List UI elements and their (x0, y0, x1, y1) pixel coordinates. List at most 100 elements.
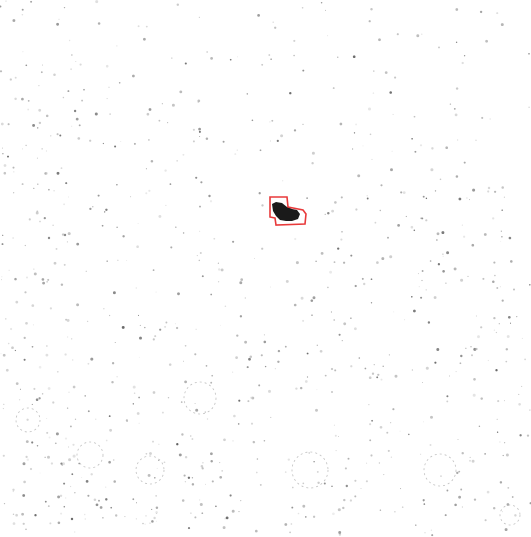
speckle (101, 224, 104, 227)
speckle (66, 407, 69, 409)
speckle (340, 196, 343, 199)
speckle (378, 38, 381, 42)
speckle (529, 284, 531, 286)
speckle (64, 353, 67, 356)
speckle (142, 522, 144, 525)
speckle (137, 314, 140, 316)
speckle (27, 99, 30, 102)
speckle (139, 324, 141, 326)
speckle (263, 334, 265, 336)
speckle (66, 241, 68, 243)
speckle (26, 276, 28, 279)
speckle (15, 382, 19, 385)
speckle (135, 518, 138, 520)
speckle (353, 132, 356, 134)
speckle (52, 224, 54, 226)
speckle (18, 399, 21, 401)
speckle (411, 369, 414, 371)
speckle (376, 376, 379, 379)
speckle (368, 376, 372, 380)
speckle (338, 533, 342, 536)
speckle (419, 144, 423, 147)
speckle (167, 122, 169, 124)
speckle (63, 203, 65, 206)
speckle (389, 91, 392, 94)
speckle (247, 400, 250, 403)
speckle (244, 340, 247, 344)
speckle (14, 349, 17, 352)
speckle (421, 270, 424, 272)
speckle (489, 118, 491, 120)
speckle (38, 365, 42, 369)
speckle (150, 159, 154, 163)
speckle (528, 106, 530, 109)
speckle (499, 481, 503, 484)
speckle (325, 9, 326, 11)
speckle (108, 86, 110, 88)
speckle (109, 428, 113, 432)
speckle (31, 403, 33, 405)
speckle (461, 61, 464, 65)
speckle (220, 268, 224, 272)
speckle (66, 318, 70, 322)
speckle (205, 137, 209, 141)
speckle (95, 0, 99, 4)
speckle (293, 54, 295, 57)
speckle (425, 219, 428, 222)
speckle (507, 315, 511, 319)
speckle (158, 214, 162, 218)
speckle (148, 108, 152, 111)
speckle (282, 180, 284, 182)
speckle (434, 361, 437, 364)
speckle (485, 39, 488, 43)
speckle (23, 480, 26, 484)
speckle (108, 460, 111, 464)
speckle (108, 415, 111, 417)
speckle (498, 323, 500, 325)
speckle (138, 422, 140, 424)
speckle (394, 511, 396, 513)
speckle (430, 415, 433, 419)
speckle (274, 368, 276, 370)
speckle (331, 209, 334, 213)
speckle (401, 506, 404, 508)
speckle (291, 506, 294, 509)
speckle (22, 51, 24, 53)
speckle (178, 453, 182, 457)
speckle (384, 71, 388, 74)
speckle (330, 367, 334, 371)
speckle (105, 64, 109, 68)
speckle (454, 503, 457, 507)
speckle (380, 378, 383, 381)
speckle (75, 117, 79, 121)
speckle (33, 187, 35, 190)
speckle (453, 108, 456, 110)
speckle (458, 197, 462, 201)
speckle (44, 172, 48, 175)
speckle (23, 358, 26, 361)
speckle (521, 337, 523, 339)
speckle (369, 133, 372, 136)
speckle (372, 92, 375, 94)
speckle (200, 465, 204, 468)
speckle (184, 62, 187, 65)
speckle (270, 58, 272, 60)
speckle (153, 516, 156, 520)
speckle (261, 204, 264, 207)
speckle (11, 346, 14, 350)
speckle (277, 349, 281, 353)
speckle (399, 430, 401, 432)
speckle (528, 53, 530, 55)
speckle (284, 345, 287, 348)
speckle (423, 503, 426, 505)
speckle (38, 108, 42, 112)
speckle (460, 488, 463, 491)
speckle (35, 398, 39, 401)
speckle (357, 174, 361, 178)
speckle (65, 497, 67, 499)
speckle (422, 382, 424, 384)
speckle (164, 169, 167, 172)
speckle (14, 97, 17, 101)
speckle (475, 315, 477, 317)
speckle (473, 498, 477, 501)
